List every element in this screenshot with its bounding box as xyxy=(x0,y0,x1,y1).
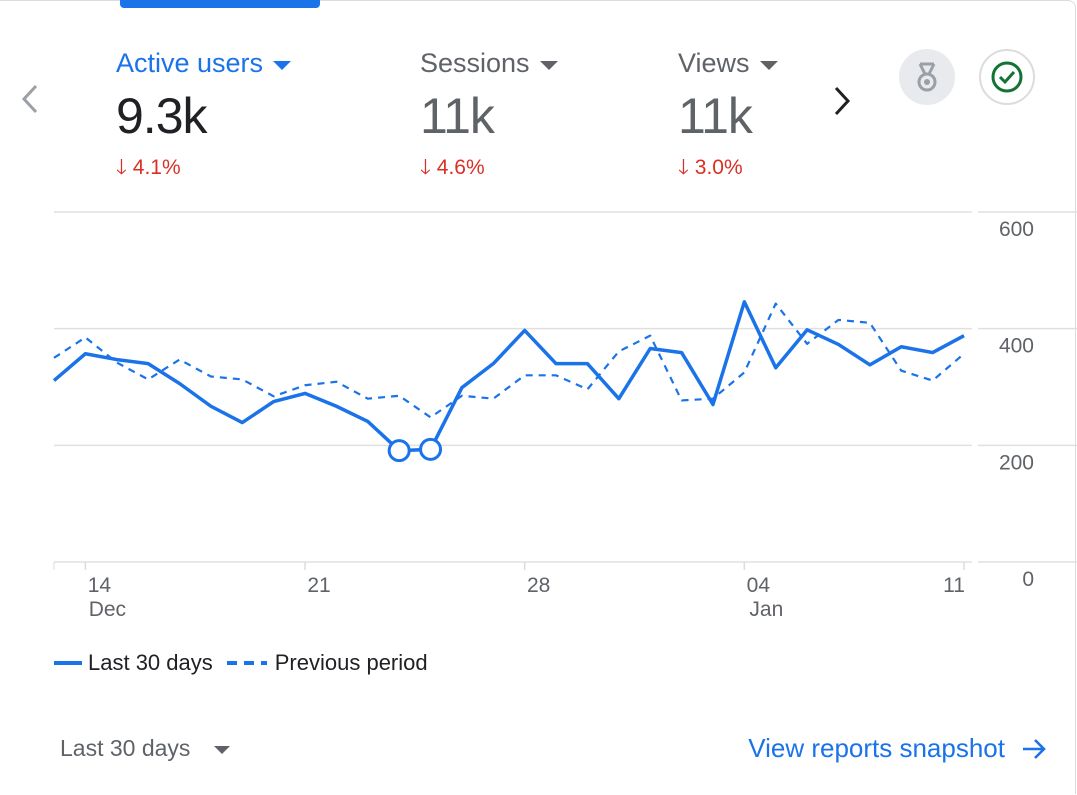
metric-delta: 4.6% xyxy=(436,156,485,179)
chart-legend: Last 30 days Previous period xyxy=(54,650,428,676)
previous-period-line xyxy=(53,302,965,419)
chevron-right-icon[interactable] xyxy=(830,84,854,127)
metric-active-users[interactable]: Active users 9.3k 🡓 4.1% xyxy=(116,48,292,188)
metric-value: 9.3k xyxy=(116,88,208,144)
highlighted-point-marker xyxy=(419,437,443,461)
chevron-left-icon[interactable] xyxy=(18,82,42,125)
x-tick-sublabel: Dec xyxy=(89,598,126,621)
x-tick-label: 21 xyxy=(307,574,330,597)
link-label: View reports snapshot xyxy=(748,733,1005,763)
x-tick-label: 04 xyxy=(747,574,771,597)
date-range-select[interactable]: Last 30 days xyxy=(60,735,231,762)
metric-label: Views xyxy=(678,48,750,78)
metric-label: Sessions xyxy=(420,48,530,78)
metric-value: 11k xyxy=(420,88,495,144)
date-range-value: Last 30 days xyxy=(60,735,191,761)
dashed-line-swatch xyxy=(226,661,267,665)
check-circle-icon[interactable] xyxy=(979,49,1035,105)
x-tick-label: 14 xyxy=(88,574,112,597)
last-30-days-line xyxy=(52,300,965,453)
caret-down-icon[interactable] xyxy=(273,60,292,70)
metric-delta: 3.0% xyxy=(694,156,743,179)
metric-views[interactable]: Views 11k 🡓 3.0% xyxy=(678,48,778,188)
x-tick-label: 11 xyxy=(943,574,965,597)
arrow-down-icon: 🡓 xyxy=(678,156,689,179)
caret-down-icon xyxy=(214,746,231,754)
metric-value: 11k xyxy=(678,88,753,144)
x-tick-sublabel: Jan xyxy=(749,598,783,621)
caret-down-icon[interactable] xyxy=(539,60,558,70)
legend-current: Last 30 days xyxy=(88,650,213,675)
y-tick-label: 0 xyxy=(1022,568,1034,591)
y-tick-label: 200 xyxy=(999,451,1034,474)
y-tick-label: 400 xyxy=(999,335,1034,358)
metric-label: Active users xyxy=(116,48,264,78)
highlighted-point-marker xyxy=(387,439,411,463)
arrow-down-icon: 🡓 xyxy=(116,156,127,179)
arrow-right-icon xyxy=(1023,738,1046,759)
metric-delta: 4.1% xyxy=(132,156,181,179)
active-tab-indicator xyxy=(120,0,320,8)
medal-icon[interactable] xyxy=(899,49,955,105)
arrow-down-icon: 🡓 xyxy=(420,156,431,179)
view-reports-snapshot-link[interactable]: View reports snapshot xyxy=(748,733,1047,764)
caret-down-icon[interactable] xyxy=(759,60,778,70)
x-tick-label: 28 xyxy=(527,574,550,597)
y-tick-label: 600 xyxy=(999,218,1034,241)
metric-sessions[interactable]: Sessions 11k 🡓 4.6% xyxy=(420,48,558,188)
solid-line-swatch xyxy=(54,661,82,665)
legend-previous: Previous period xyxy=(274,650,428,675)
